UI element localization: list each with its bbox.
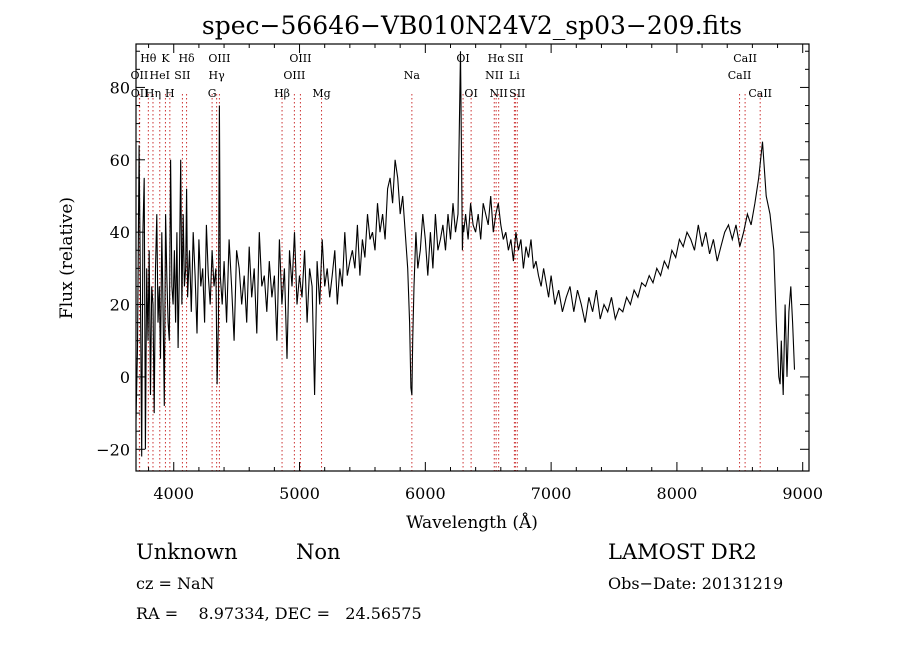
cz-text: cz = NaN [136, 574, 215, 593]
spectral-line-label: OIII [289, 52, 311, 65]
y-tick-label: 0 [120, 368, 130, 387]
coords-text: RA = 8.97334, DEC = 24.56575 [136, 604, 422, 623]
y-tick-label: 60 [110, 151, 130, 170]
y-axis-label: Flux (relative) [57, 197, 77, 319]
y-axis: −20 0 20 40 60 80 [96, 50, 809, 459]
obs-date-text: Obs−Date: 20131219 [608, 574, 784, 593]
y-tick-label: 40 [110, 223, 130, 242]
spectral-line-label: CaII [728, 69, 752, 82]
x-tick-label: 8000 [657, 484, 698, 503]
spectral-line-label: K [161, 52, 170, 65]
spectral-line-label: Hα [488, 52, 506, 65]
spectral-line-label: Hγ [209, 69, 226, 82]
y-tick-label: 80 [110, 78, 130, 97]
spectral-line-label: Li [509, 69, 520, 82]
spectral-line-label: SII [509, 87, 525, 100]
spectral-line-label: SII [507, 52, 523, 65]
spectral-line-label: SII [174, 69, 190, 82]
spectral-line-label: Hθ [140, 52, 157, 65]
spectral-line-label: Mg [312, 87, 330, 100]
x-tick-label: 7000 [531, 484, 572, 503]
chart-title: spec−56646−VB010N24V2_sp03−209.fits [202, 11, 742, 40]
plot-frame [135, 43, 810, 472]
class-label: Unknown [136, 540, 238, 564]
spectral-line-label: OIII [283, 69, 305, 82]
spectral-line-markers [138, 94, 761, 471]
spectral-line-label: CaII [748, 87, 772, 100]
spectral-line-label: OI [464, 87, 477, 100]
x-tick-label: 6000 [405, 484, 446, 503]
spectral-line-label: OII [131, 69, 149, 82]
x-tick-label: 4000 [153, 484, 194, 503]
spectral-line-label: OI [456, 52, 469, 65]
spectral-line-label: CaII [733, 52, 757, 65]
x-tick-label: 5000 [279, 484, 320, 503]
spectral-line-label: Hδ [178, 52, 195, 65]
spectral-line-label: HeI [150, 69, 170, 82]
spectrum-trace [136, 51, 796, 457]
spectral-line-label: NII [490, 87, 508, 100]
survey-label: LAMOST DR2 [608, 540, 757, 564]
spectral-line-label: Hη [145, 87, 161, 100]
spectral-line-label: Hβ [274, 87, 290, 100]
spectral-line-label: H [165, 87, 175, 100]
y-tick-label: 20 [110, 296, 130, 315]
x-axis-label: Wavelength (Å) [406, 512, 538, 533]
spectrum-line [136, 51, 796, 457]
spectral-line-label: Na [404, 69, 421, 82]
x-axis: 4000 5000 6000 7000 8000 9000 [148, 44, 823, 503]
subclass-label: Non [296, 540, 341, 564]
y-tick-label: −20 [96, 440, 130, 459]
spectral-line-label: OIII [208, 52, 230, 65]
spectral-line-label: NII [485, 69, 503, 82]
spectral-line-label: OII [131, 87, 149, 100]
x-tick-label: 9000 [782, 484, 823, 503]
spectral-line-label: G [208, 87, 217, 100]
